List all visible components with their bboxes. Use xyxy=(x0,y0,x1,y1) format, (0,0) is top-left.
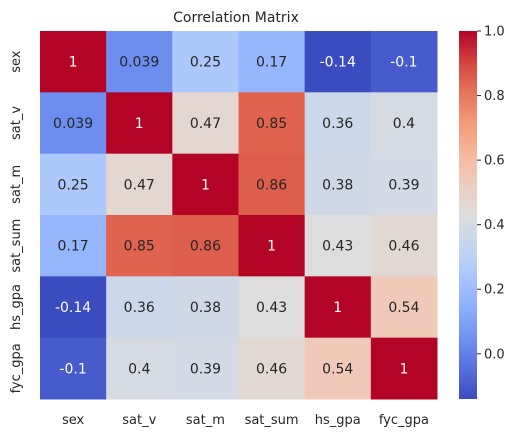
colorbar-tick-label: 0.2 xyxy=(484,283,505,298)
heatmap-cell xyxy=(172,153,239,216)
heatmap-cell-label: 0.25 xyxy=(57,177,88,193)
heatmap-cell xyxy=(370,92,438,155)
heatmap-cell xyxy=(304,276,372,339)
heatmap-cell-label: 1 xyxy=(399,361,408,377)
heatmap-cell-label: 0.86 xyxy=(256,177,287,193)
heatmap-cell-label: 0.85 xyxy=(124,239,155,255)
x-tick-label: sat_sum xyxy=(245,413,299,428)
heatmap-cell xyxy=(304,153,372,216)
x-tick-label: fyc_gpa xyxy=(379,413,429,428)
chart-title: Correlation Matrix xyxy=(173,10,299,26)
colorbar-gradient xyxy=(459,31,477,399)
heatmap-cell xyxy=(106,215,173,277)
heatmap-cells xyxy=(40,31,438,400)
x-tick-label: sex xyxy=(62,413,85,428)
heatmap-cell xyxy=(106,337,173,400)
y-axis-tick-labels: sex sat_v sat_m sat_sum hs_gpa fyc_gpa xyxy=(9,50,24,393)
heatmap-cell xyxy=(238,337,306,400)
y-tick-label: sex xyxy=(9,50,24,73)
heatmap-cell-label: 0.54 xyxy=(388,300,419,316)
heatmap-cell xyxy=(40,153,107,216)
heatmap-cell-label: 0.4 xyxy=(128,361,150,377)
heatmap-cell xyxy=(172,92,239,155)
heatmap-cell xyxy=(106,92,173,155)
colorbar-tick-label: 0.8 xyxy=(484,89,505,104)
heatmap-cell xyxy=(40,337,107,400)
heatmap-cell-label: 1 xyxy=(201,177,210,193)
heatmap-cell xyxy=(238,92,306,155)
heatmap-cell-label: 0.039 xyxy=(53,116,93,132)
colorbar-tick-label: 0.0 xyxy=(484,347,505,362)
x-tick-label: sat_m xyxy=(186,413,225,428)
heatmap-cell-label: 0.39 xyxy=(388,177,419,193)
heatmap-cell-label: -0.14 xyxy=(320,55,356,71)
x-tick-label: hs_gpa xyxy=(315,413,361,428)
heatmap-cell xyxy=(172,215,239,277)
y-tick-label: sat_sum xyxy=(9,219,24,273)
colorbar-tick-label: 1.0 xyxy=(484,25,505,40)
heatmap-cell-label: 0.36 xyxy=(322,116,353,132)
heatmap-cell xyxy=(304,215,372,277)
heatmap-cell xyxy=(40,276,107,339)
heatmap-cell-label: 1 xyxy=(69,55,78,71)
heatmap-cell-label: 0.86 xyxy=(190,239,221,255)
heatmap-cell-label: 0.39 xyxy=(190,361,221,377)
y-tick-label: sat_m xyxy=(9,165,24,204)
heatmap-cell xyxy=(370,153,438,216)
heatmap-cell xyxy=(106,276,173,339)
heatmap-cell xyxy=(238,153,306,216)
heatmap-cell-labels: 1 0.039 0.25 0.17 -0.14 -0.1 0.039 1 0.47 0.85 0.3… xyxy=(53,55,420,378)
heatmap-cell-label: 0.17 xyxy=(256,55,287,71)
heatmap-cell xyxy=(238,215,306,277)
y-tick-label: fyc_gpa xyxy=(9,343,24,393)
heatmap-cell-label: -0.14 xyxy=(55,300,91,316)
heatmap-cell xyxy=(40,92,107,155)
heatmap-cell xyxy=(172,276,239,339)
heatmap-cell xyxy=(172,337,239,400)
colorbar-tick-label: 0.6 xyxy=(484,154,505,169)
x-tick-label: sat_v xyxy=(122,413,156,428)
heatmap-cell-label: 0.46 xyxy=(388,239,419,255)
heatmap-cell-label: 1 xyxy=(135,116,144,132)
heatmap-cell xyxy=(304,31,372,93)
y-tick-label: sat_v xyxy=(9,106,24,140)
x-axis-tick-labels: sex sat_v sat_m sat_sum hs_gpa fyc_gpa xyxy=(62,413,429,428)
heatmap-cell xyxy=(304,92,372,155)
heatmap-cell-label: 0.43 xyxy=(256,300,287,316)
heatmap-cell xyxy=(304,337,372,400)
heatmap-cell-label: 0.54 xyxy=(322,361,353,377)
heatmap-cell-label: -0.1 xyxy=(390,55,417,71)
heatmap-cell xyxy=(172,31,239,93)
heatmap-cell-label: 1 xyxy=(267,239,276,255)
heatmap-cell xyxy=(238,31,306,93)
heatmap-cell-label: 0.47 xyxy=(124,177,155,193)
heatmap-cell-label: 1 xyxy=(333,300,342,316)
heatmap-cell-label: 0.4 xyxy=(393,116,415,132)
heatmap-cell-label: 0.46 xyxy=(256,361,287,377)
heatmap-cell-label: 0.43 xyxy=(322,239,353,255)
heatmap-cell-label: 0.38 xyxy=(322,177,353,193)
heatmap-cell-label: 0.039 xyxy=(119,55,159,71)
heatmap-cell xyxy=(40,215,107,277)
heatmap-cell xyxy=(370,31,438,93)
colorbar-tick-label: 0.4 xyxy=(484,218,505,233)
heatmap-cell xyxy=(370,337,438,400)
heatmap-cell-label: 0.38 xyxy=(190,300,221,316)
heatmap-cell-label: 0.47 xyxy=(190,116,221,132)
heatmap-cell xyxy=(106,31,173,93)
heatmap-cell-label: 0.17 xyxy=(57,239,88,255)
y-tick-label: hs_gpa xyxy=(9,284,24,330)
heatmap-cell xyxy=(106,153,173,216)
heatmap-cell-label: -0.1 xyxy=(59,361,86,377)
heatmap-cell xyxy=(238,276,306,339)
heatmap-cell xyxy=(370,215,438,277)
heatmap-cell xyxy=(40,31,107,93)
heatmap-cell-label: 0.25 xyxy=(190,55,221,71)
heatmap-cell-label: 0.85 xyxy=(256,116,287,132)
heatmap-cell xyxy=(370,276,438,339)
heatmap-cell-label: 0.36 xyxy=(124,300,155,316)
colorbar: 0.0 0.2 0.4 0.6 0.8 1.0 xyxy=(459,25,505,399)
